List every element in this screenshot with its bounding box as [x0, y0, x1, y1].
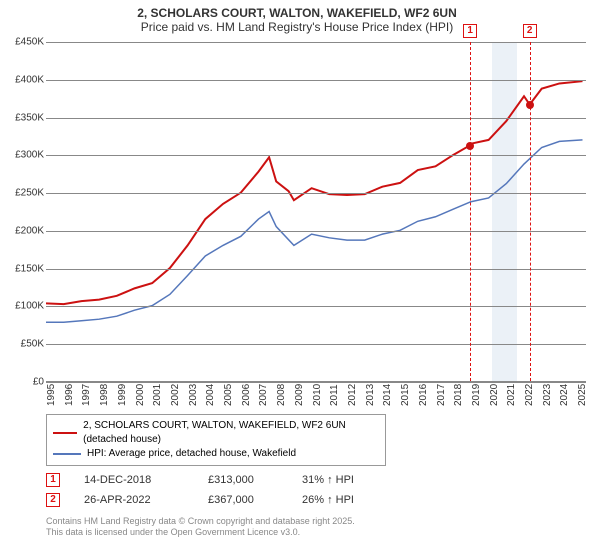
x-axis-labels: 1995 1996 1997 1998 1999 2000 2001 2002 2003 2004… [46, 384, 586, 406]
x-axis-label: 2019 [471, 384, 482, 406]
x-axis-label: 2013 [365, 384, 376, 406]
sale-marker-line [470, 42, 471, 381]
y-axis-label: £300K [4, 150, 44, 161]
sale-date: 26-APR-2022 [84, 490, 184, 510]
chart-title: 2, SCHOLARS COURT, WALTON, WAKEFIELD, WF… [4, 6, 590, 20]
x-axis-label: 1995 [46, 384, 57, 406]
x-axis-label: 2003 [188, 384, 199, 406]
x-axis-label: 2014 [382, 384, 393, 406]
y-axis-label: £250K [4, 188, 44, 199]
gridline [46, 42, 586, 43]
y-axis-label: £200K [4, 225, 44, 236]
legend-item: 2, SCHOLARS COURT, WALTON, WAKEFIELD, WF… [53, 419, 379, 447]
x-axis-label: 2024 [559, 384, 570, 406]
x-axis-label: 2016 [418, 384, 429, 406]
sale-delta: 31% ↑ HPI [302, 470, 354, 490]
sale-marker-box: 1 [463, 24, 477, 38]
legend-label: HPI: Average price, detached house, Wake… [87, 447, 296, 461]
x-axis-label: 2017 [436, 384, 447, 406]
gridline [46, 306, 586, 307]
gridline [46, 269, 586, 270]
sale-delta: 26% ↑ HPI [302, 490, 354, 510]
x-axis-label: 1997 [81, 384, 92, 406]
x-axis-label: 1996 [64, 384, 75, 406]
sale-dot [526, 101, 534, 109]
x-axis-label: 2009 [294, 384, 305, 406]
x-axis-label: 2004 [205, 384, 216, 406]
sale-marker-box: 2 [523, 24, 537, 38]
y-axis-label: £100K [4, 301, 44, 312]
y-axis-label: £150K [4, 263, 44, 274]
x-axis-label: 2005 [223, 384, 234, 406]
y-axis-label: £350K [4, 112, 44, 123]
legend-swatch [53, 432, 77, 434]
x-axis-label: 2022 [524, 384, 535, 406]
x-axis-label: 2021 [506, 384, 517, 406]
plot-region: £0£50K£100K£150K£200K£250K£300K£350K£400… [46, 42, 586, 382]
y-axis-label: £450K [4, 37, 44, 48]
attribution-line: This data is licensed under the Open Gov… [46, 527, 590, 538]
chart-container: 2, SCHOLARS COURT, WALTON, WAKEFIELD, WF… [0, 0, 600, 544]
x-axis-label: 1998 [99, 384, 110, 406]
x-axis-label: 2011 [329, 384, 340, 406]
x-axis-label: 2000 [135, 384, 146, 406]
gridline [46, 231, 586, 232]
sale-marker-icon: 2 [46, 493, 60, 507]
x-axis-label: 1999 [117, 384, 128, 406]
sale-row: 1 14-DEC-2018 £313,000 31% ↑ HPI [46, 470, 590, 490]
gridline [46, 193, 586, 194]
y-axis-label: £400K [4, 74, 44, 85]
sale-marker-icon: 1 [46, 473, 60, 487]
gridline [46, 118, 586, 119]
line-canvas [46, 42, 586, 381]
gridline [46, 344, 586, 345]
x-axis-label: 2020 [489, 384, 500, 406]
legend-item: HPI: Average price, detached house, Wake… [53, 447, 379, 461]
legend-swatch [53, 453, 81, 455]
legend-box: 2, SCHOLARS COURT, WALTON, WAKEFIELD, WF… [46, 414, 386, 466]
gridline [46, 155, 586, 156]
gridline [46, 80, 586, 81]
x-axis-label: 2012 [347, 384, 358, 406]
x-axis-label: 2006 [241, 384, 252, 406]
x-axis-label: 2023 [542, 384, 553, 406]
sale-marker-line [530, 42, 531, 381]
x-axis-label: 2007 [258, 384, 269, 406]
x-axis-label: 2001 [152, 384, 163, 406]
y-axis-label: £0 [4, 377, 44, 388]
x-axis-label: 2002 [170, 384, 181, 406]
sale-price: £313,000 [208, 470, 278, 490]
attribution-line: Contains HM Land Registry data © Crown c… [46, 516, 590, 527]
sale-price: £367,000 [208, 490, 278, 510]
x-axis-label: 2025 [577, 384, 588, 406]
sales-list: 1 14-DEC-2018 £313,000 31% ↑ HPI 2 26-AP… [46, 470, 590, 510]
chart-subtitle: Price paid vs. HM Land Registry's House … [4, 20, 590, 34]
x-axis-label: 2010 [312, 384, 323, 406]
sale-dot [466, 142, 474, 150]
sale-row: 2 26-APR-2022 £367,000 26% ↑ HPI [46, 490, 590, 510]
sale-date: 14-DEC-2018 [84, 470, 184, 490]
legend-label: 2, SCHOLARS COURT, WALTON, WAKEFIELD, WF… [83, 419, 379, 447]
attribution: Contains HM Land Registry data © Crown c… [46, 516, 590, 538]
y-axis-label: £50K [4, 339, 44, 350]
x-axis-label: 2008 [276, 384, 287, 406]
x-axis-label: 2015 [400, 384, 411, 406]
chart-area: £0 £50K £100K £150K £200K £250K £300K £350K £400… [4, 38, 590, 408]
x-axis-label: 2018 [453, 384, 464, 406]
